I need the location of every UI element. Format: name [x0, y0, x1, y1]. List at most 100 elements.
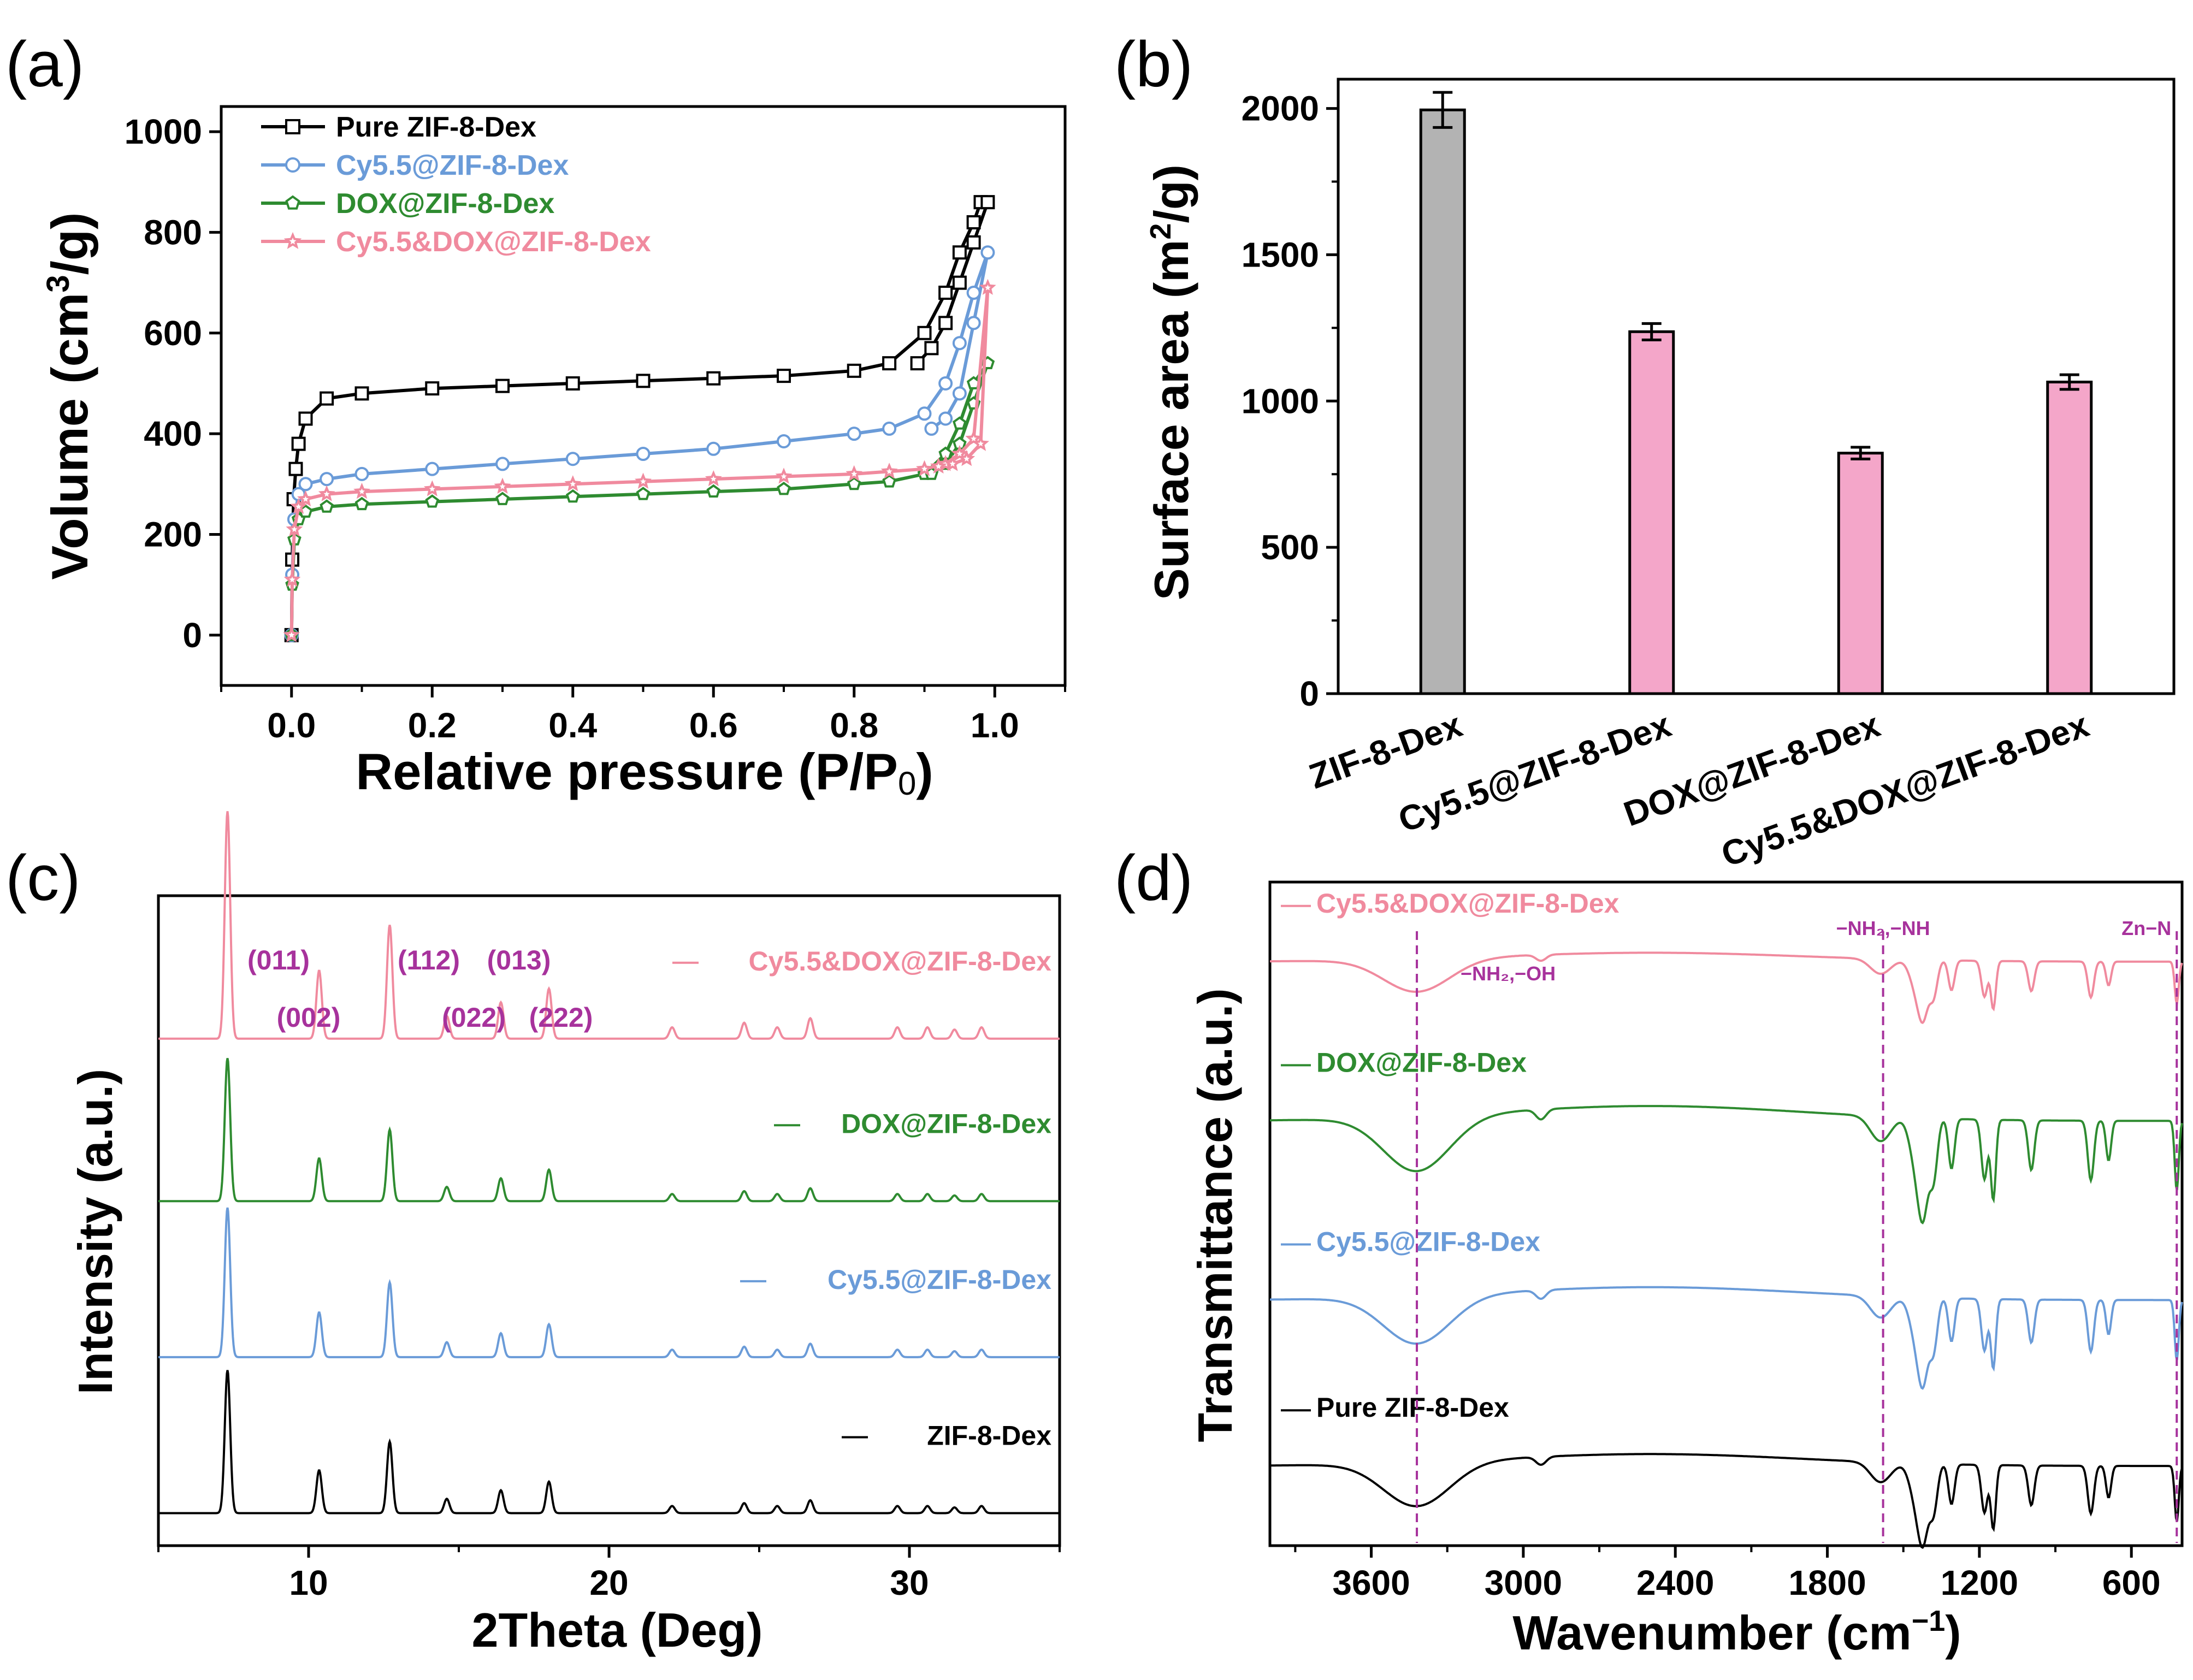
isotherm-point	[354, 496, 369, 511]
isotherm-point	[917, 326, 932, 340]
xrd-plot-frame	[157, 894, 1061, 1547]
ftir-band-annotation: Zn−N	[2121, 917, 2171, 939]
isotherm-point	[636, 487, 651, 500]
isotherm-point	[353, 482, 370, 499]
legend-marker-dox-zif-8-dex	[285, 195, 300, 210]
xrd-series-label-dox-zif-8-dex: DOX@ZIF-8-Dex	[841, 1108, 1051, 1139]
ftir-plot-frame	[1268, 880, 2184, 1547]
surface-area-category-labels: ZIF-8-DexCy5.5@ZIF-8-DexDOX@ZIF-8-DexCy5…	[1304, 705, 2094, 874]
isotherm-point	[777, 434, 791, 448]
isotherm-line-cy5-5-zif-8-dex	[289, 252, 990, 635]
isotherm-point	[318, 485, 335, 501]
ftir-band-annotations: −NH₂,−OH −NH₂,−NH Zn−N	[1416, 917, 2178, 1543]
isotherm-point	[425, 381, 440, 396]
isotherm-point	[966, 235, 981, 250]
isotherm-point	[930, 457, 947, 474]
isotherm-point	[916, 460, 933, 476]
surface-area-y-tick-label: 1500	[1242, 235, 1319, 274]
isotherm-point	[495, 492, 510, 505]
isotherm-legend: Pure ZIF-8-Dex Cy5.5@ZIF-8-Dex DOX@ZIF-8-D…	[261, 111, 651, 258]
ftir-x-tick-label: 1800	[1788, 1563, 1866, 1602]
isotherm-point	[938, 316, 953, 330]
surface-area-y-tick-label: 0	[1299, 674, 1319, 713]
isotherm-point	[938, 286, 953, 300]
surface-area-bar-cy5-5-zif-8-dex	[1628, 330, 1675, 695]
isotherm-point	[565, 489, 580, 503]
isotherm-point	[283, 571, 301, 587]
isotherm-point	[953, 416, 967, 430]
legend-marker-cy5-5-zif-8-dex	[285, 157, 301, 173]
isotherm-series	[283, 195, 996, 642]
xrd-series-label-cy5-5-zif-8-dex: Cy5.5@ZIF-8-Dex	[827, 1264, 1051, 1295]
isotherm-series-cy5-5-dox-zif-8-dex	[283, 279, 996, 642]
isotherm-point	[495, 457, 510, 471]
isotherm-point	[966, 286, 981, 300]
xrd-x-tick-label: 30	[890, 1563, 929, 1602]
isotherm-point	[952, 336, 967, 351]
surface-area-y-tick-label: 2000	[1242, 89, 1319, 128]
ftir-series	[1270, 951, 2183, 1549]
isotherm-point	[298, 411, 313, 426]
isotherm-ticks: 0.0 0.2 0.4 0.6 0.8 1.0 0 200 400 600 800 1000	[125, 112, 1066, 745]
isotherm-x-tick-label: 0.0	[267, 706, 316, 745]
ftir-spectrum-pure-zif-8-dex	[1270, 1453, 2183, 1549]
isotherm-chart: 0.0 0.2 0.4 0.6 0.8 1.0 0 200 400 600 800 1000 Pure…	[40, 105, 1067, 802]
isotherm-point	[320, 472, 334, 487]
panel-label-b: (b)	[1114, 28, 1193, 100]
isotherm-point	[636, 447, 651, 461]
isotherm-x-tick-label: 0.2	[408, 706, 457, 745]
isotherm-point	[966, 215, 981, 229]
isotherm-series-cy5-5-zif-8-dex	[284, 245, 995, 642]
isotherm-point	[298, 477, 313, 492]
xrd-x-tick-label: 10	[289, 1563, 328, 1602]
isotherm-line-cy5-5-dox-zif-8-dex	[289, 287, 990, 635]
surface-area-y-tick-label: 500	[1261, 528, 1319, 567]
surface-area-y-tick-label: 1000	[1242, 381, 1319, 421]
xrd-series-label-zif-8-dex: ZIF-8-Dex	[927, 1421, 1051, 1451]
isotherm-x-tick-label: 1.0	[971, 706, 1019, 745]
isotherm-point	[354, 466, 369, 481]
isotherm-point	[952, 275, 967, 290]
isotherm-x-tick-label: 0.6	[689, 706, 738, 745]
isotherm-y-tick-label: 0	[182, 616, 202, 655]
ftir-band-annotation: −NH₂,−NH	[1836, 917, 1930, 939]
surface-area-bar-dox-zif-8-dex	[1837, 452, 1884, 695]
isotherm-point	[777, 482, 791, 495]
isotherm-point	[423, 480, 441, 496]
xrd-x-axis-title: 2Theta (Deg)	[472, 1603, 763, 1657]
isotherm-line-pure-zif-8-dex	[289, 200, 990, 635]
isotherm-series-dox-zif-8-dex	[284, 356, 995, 641]
isotherm-point	[882, 474, 896, 488]
isotherm-point	[354, 386, 369, 401]
isotherm-point	[938, 376, 953, 391]
isotherm-y-tick-label: 400	[144, 414, 202, 453]
surface-area-y-axis-title: Surface area (m2/g)	[1144, 164, 1198, 600]
ftir-spectrum-cy5-5-dox-zif-8-dex	[1270, 951, 2183, 1025]
panel-label-c: (c)	[5, 842, 81, 914]
isotherm-x-axis-title: Relative pressure (P/P0)	[356, 743, 933, 802]
isotherm-x-tick-label: 0.8	[830, 706, 878, 745]
xrd-pattern-zif-8-dex	[158, 1370, 1060, 1515]
surface-area-plot-frame	[1337, 78, 2176, 695]
ftir-series-label-cy5-5-dox-zif-8-dex: Cy5.5&DOX@ZIF-8-Dex	[1316, 888, 1619, 919]
ftir-series-label-dox-zif-8-dex: DOX@ZIF-8-Dex	[1316, 1047, 1527, 1078]
surface-area-bar-cy5-5-dox-zif-8-dex	[2046, 380, 2093, 695]
isotherm-x-tick-label: 0.4	[548, 706, 597, 745]
ftir-spectrum-cy5-5-zif-8-dex	[1270, 1286, 2183, 1390]
xrd-miller-index-label: (112)	[398, 945, 460, 975]
isotherm-point	[917, 406, 932, 421]
xrd-miller-index-label: (222)	[529, 1002, 593, 1033]
isotherm-point	[634, 472, 652, 489]
legend-label-cy5-5-zif-8-dex: Cy5.5@ZIF-8-Dex	[336, 150, 569, 181]
xrd-pattern-cy5-5-zif-8-dex	[158, 1207, 1060, 1358]
isotherm-point	[966, 316, 981, 330]
isotherm-point	[924, 421, 939, 436]
ftir-ticks: 3600 3000 2400 1800 1200 600	[1294, 1546, 2161, 1602]
isotherm-point	[564, 475, 582, 492]
isotherm-point	[980, 195, 995, 210]
isotherm-point	[288, 462, 303, 476]
legend-label-dox-zif-8-dex: DOX@ZIF-8-Dex	[336, 188, 554, 220]
isotherm-point	[846, 465, 863, 482]
isotherm-point	[952, 245, 967, 260]
